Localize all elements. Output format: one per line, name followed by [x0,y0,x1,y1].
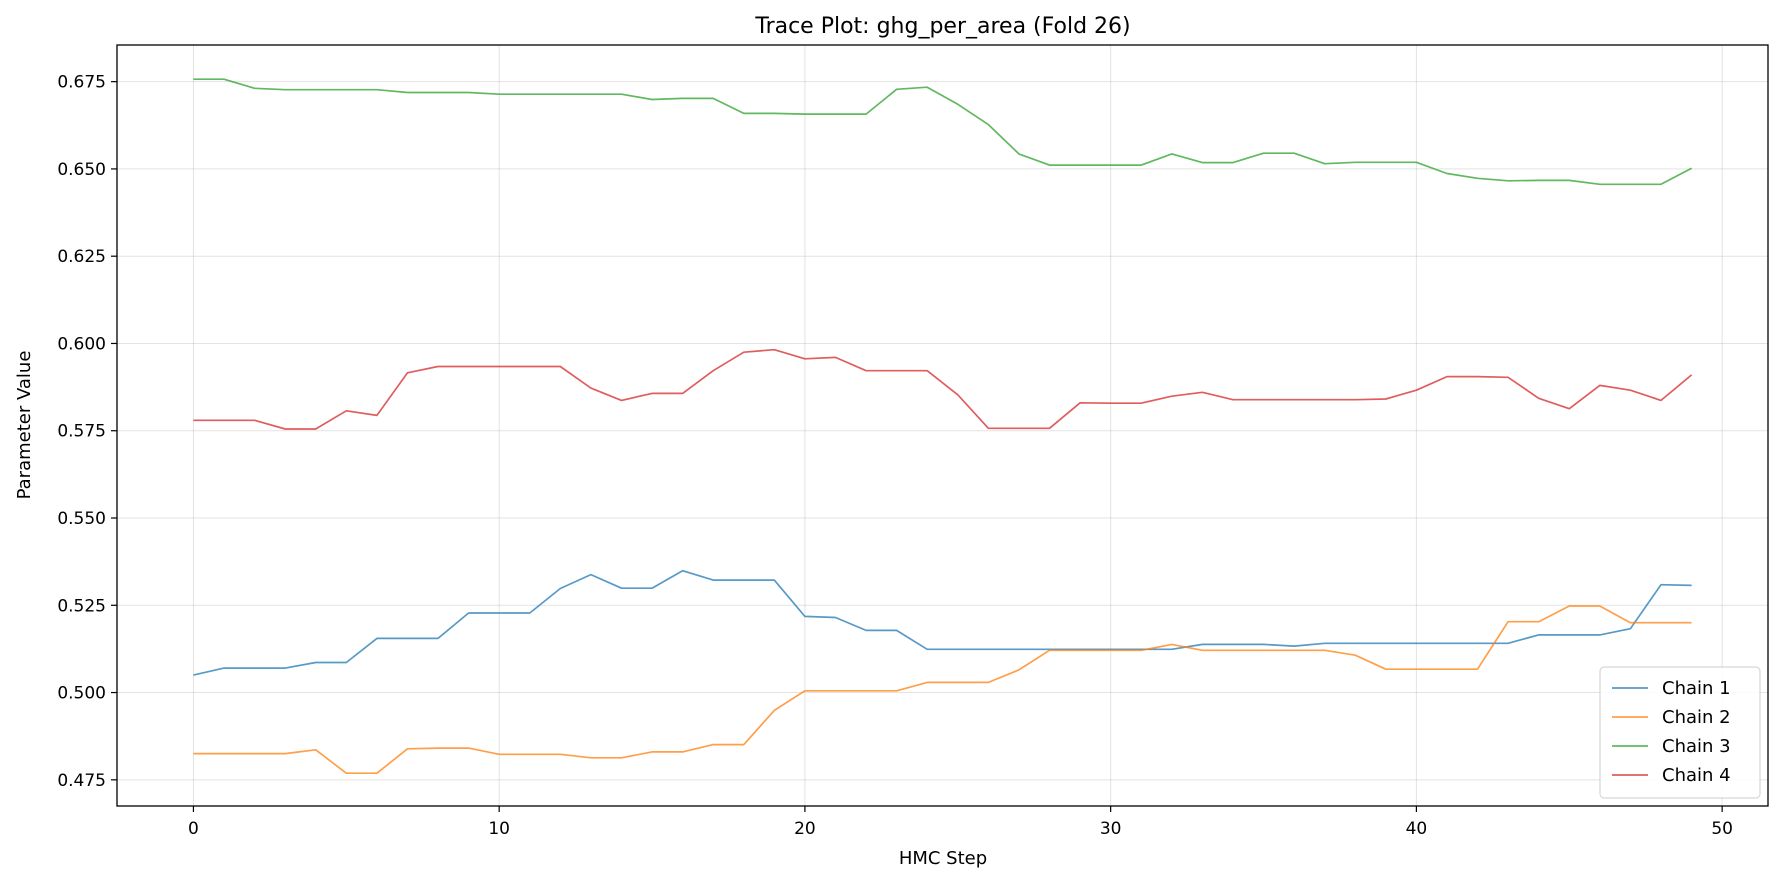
grid [117,45,1768,806]
plot-frame [116,44,1769,807]
y-tick-label: 0.575 [57,422,106,442]
y-tick-label: 0.600 [57,334,106,354]
chart-title: Trace Plot: ghg_per_area (Fold 26) [754,14,1130,39]
y-tick-label: 0.475 [57,771,106,791]
y-tick-label: 0.625 [57,247,106,267]
y-axis: 0.475 0.500 0.525 0.550 0.575 0.600 0.625 0.650… [57,73,117,791]
x-tick-label: 40 [1406,819,1428,839]
series-line-chain-2 [193,605,1692,775]
x-tick-label: 10 [488,819,510,839]
legend-label: Chain 1 [1662,678,1731,699]
y-tick-label: 0.550 [57,509,106,529]
series-lines [193,78,1693,775]
x-axis-label: HMC Step [899,848,987,869]
legend: Chain 1 Chain 2 Chain 3 Chain 4 [1599,666,1761,799]
x-tick-label: 50 [1711,819,1733,839]
legend-label: Chain 2 [1662,707,1731,728]
legend-label: Chain 4 [1662,765,1731,786]
x-tick-label: 30 [1100,819,1122,839]
y-tick-label: 0.650 [57,160,106,180]
series-line-chain-1 [193,569,1692,676]
legend-box [1599,666,1761,799]
y-tick-label: 0.500 [57,684,106,704]
series-line-chain-3 [193,78,1692,186]
series-line-chain-4 [193,348,1693,430]
x-tick-label: 20 [794,819,816,839]
x-axis: 0 10 20 30 40 50 [188,806,1733,839]
y-axis-label: Parameter Value [14,351,35,500]
x-tick-label: 0 [188,819,199,839]
y-tick-label: 0.525 [57,596,106,616]
y-tick-label: 0.675 [57,73,106,93]
legend-label: Chain 3 [1662,736,1731,757]
